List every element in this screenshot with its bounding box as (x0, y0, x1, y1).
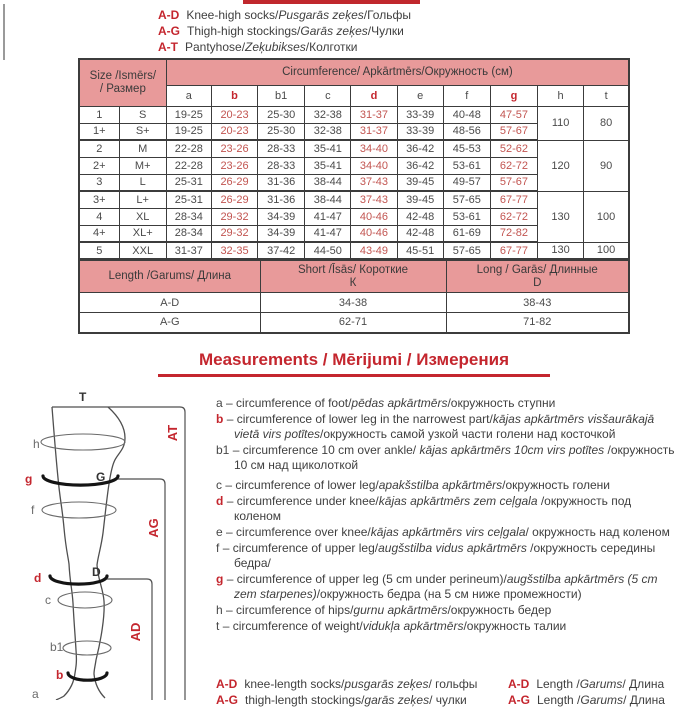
measurement-item: t – circumference of weight/vidukļa apkā… (216, 619, 567, 633)
code-label: A-G (158, 24, 180, 38)
code-label: A-D (158, 8, 180, 22)
legend-line: A-G Thigh-high stockings/Garās zeķes/Чулк… (158, 24, 404, 38)
length-header-cell: Length /Garums/ Длина (78, 260, 261, 293)
page-edge-line (3, 4, 5, 60)
label-T: T (79, 390, 87, 404)
label-d: d (34, 571, 41, 585)
leg-left-edge (51, 406, 78, 701)
label-b: b (56, 668, 63, 682)
size-header-cell: Size /Ismērs// Размер (78, 58, 167, 107)
heading-underline-bar (243, 0, 420, 4)
length-table: Length /Garums/ Длина Short /Īsās/ Корот… (78, 260, 630, 334)
label-AT: AT (165, 425, 180, 441)
ring-f (41, 501, 117, 519)
ring-b-bold (66, 671, 109, 682)
circumference-header-cell: Circumference/ Apkārtmērs/Окружность (см… (165, 58, 630, 86)
measurement-item: a – circumference of foot/pēdas apkārtmē… (216, 396, 556, 410)
measurement-item: g – circumference of upper leg (5 cm und… (216, 572, 658, 601)
table-row: 5 XXL 31-37 32-35 37-42 44-50 43-49 45-51 57… (78, 241, 630, 260)
bracket-AT (108, 406, 186, 700)
table-row: A-G 62-71 71-82 (78, 312, 630, 333)
size-chart: Size /Ismērs// Размер Circumference/ Apk… (78, 58, 630, 334)
label-D: D (92, 565, 101, 579)
leg-right-edge (93, 406, 126, 699)
measurements-heading: Measurements / Mērijumi / Измерения (158, 350, 550, 377)
label-AD: AD (128, 623, 143, 642)
code-label: A-T (158, 40, 178, 54)
measurement-item: b1 – circumference 10 cm over ankle/ kāj… (216, 443, 675, 472)
measurement-item: d – circumference under knee/kājas apkār… (216, 494, 632, 523)
measurement-descriptions: a – circumference of foot/pēdas apkārtmē… (216, 396, 680, 635)
short-header-cell: Short /Īsās/ Короткие К (259, 260, 447, 293)
table-row: 4+ XL+ 28-34 29-32 34-39 41-47 40-46 42-48 6… (78, 224, 629, 243)
legend-line: A-D Knee-high socks/Pusgarās zeķes/Гольфы (158, 8, 411, 22)
leg-diagram-svg: T h g G f d D c b1 b a AT AG AD (25, 390, 186, 701)
label-AG: AG (146, 518, 161, 538)
table-row: 4 XL 28-34 29-32 34-39 41-47 40-46 42-48 53-… (78, 207, 629, 226)
label-a: a (32, 687, 39, 700)
bracket-AD (107, 578, 153, 700)
legend-line: A-T Pantyhose/Zeķubikses/Колготки (158, 40, 358, 54)
table-row: 1+ S+ 19-25 20-23 25-30 32-38 31-37 33-39 48… (78, 122, 629, 141)
bottom-legend-right: A-D Length /Garums/ Длина A-G Length /Garu… (508, 676, 665, 708)
table-row: A-D 34-38 38-43 (78, 292, 630, 313)
legend-line: A-G Length /Garums/ Длина (508, 693, 665, 707)
label-c: c (45, 593, 51, 607)
ring-g-bold (41, 474, 120, 487)
bottom-legend-left: A-D knee-length socks/pusgarās zeķes/ гол… (216, 676, 477, 708)
label-G: G (96, 470, 105, 484)
measurement-item: e – circumference over knee/kājas apkārt… (216, 525, 670, 539)
measurement-item: c – circumference of lower leg/apakšstil… (216, 478, 611, 492)
legend-line: A-D Length /Garums/ Длина (508, 677, 665, 691)
measurement-item: f – circumference of upper leg/augšstilb… (216, 541, 656, 570)
legend-line: A-G thigh-length stockings/garās zeķes/ ч… (216, 693, 467, 707)
table-row: 3+ L+ 25-31 26-29 31-36 38-44 37-43 39-45 57… (78, 190, 630, 243)
legend-line: A-D knee-length socks/pusgarās zeķes/ гол… (216, 677, 478, 691)
measurement-item: b – circumference of lower leg in the na… (216, 412, 655, 441)
table-header-row: Size /Ismērs// Размер Circumference/ Apk… (78, 58, 630, 107)
measurement-item: h – circumference of hips/gurnu apkārtmē… (216, 603, 552, 617)
column-letter-row: a b b1 c d e f g h t (79, 84, 630, 107)
long-header-cell: Long / Garās/ Длинные D (445, 260, 630, 293)
ring-c (57, 591, 113, 609)
ring-h (40, 433, 126, 451)
ring-d-bold (48, 574, 109, 586)
label-b1: b1 (50, 640, 64, 654)
product-type-legend: A-D Knee-high socks/Pusgarās zeķes/Гольфы… (158, 7, 411, 55)
size-table: Size /Ismērs// Размер Circumference/ Apk… (78, 58, 630, 260)
leg-measurement-diagram: T h g G f d D c b1 b a AT AG AD (8, 388, 210, 705)
length-header-row: Length /Garums/ Длина Short /Īsās/ Корот… (78, 260, 630, 293)
bracket-AG (118, 478, 166, 700)
label-f: f (31, 503, 35, 517)
label-h: h (33, 437, 40, 451)
label-g: g (25, 472, 32, 486)
ring-b1 (62, 640, 112, 656)
